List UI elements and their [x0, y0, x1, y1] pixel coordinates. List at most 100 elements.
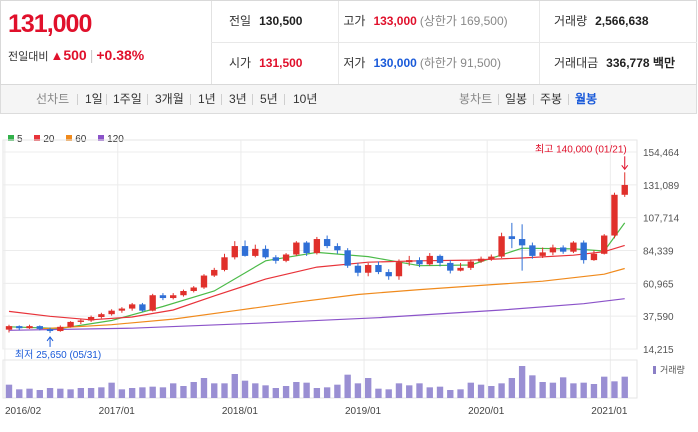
candle-body — [488, 256, 495, 259]
divider — [498, 94, 499, 105]
volume-bar — [36, 390, 43, 398]
volume-bar — [344, 374, 351, 398]
divider — [190, 94, 191, 105]
stat-low: 저가 130,000 (하한가 91,500) — [338, 43, 549, 84]
legend-swatch — [98, 135, 105, 141]
divider — [568, 94, 569, 105]
stat-amount: 거래대금 336,778 백만 — [539, 43, 698, 84]
volume-bar — [200, 378, 208, 398]
x-tick-label: 2018/01 — [222, 406, 259, 417]
volume-bar — [436, 386, 444, 398]
volume-bar — [559, 377, 567, 398]
candle-body — [262, 248, 269, 258]
candle-body — [118, 308, 126, 311]
period-3y-button[interactable]: 3년 — [229, 92, 247, 106]
volume-bar — [477, 384, 485, 398]
stat-value: 130,000 — [373, 56, 417, 70]
candlesticks — [5, 172, 628, 333]
period-1y-button[interactable]: 1년 — [198, 92, 216, 106]
candle-body — [518, 239, 526, 246]
period-3m-button[interactable]: 3개월 — [155, 92, 184, 106]
candle-body — [549, 247, 557, 253]
volume-bar — [539, 382, 546, 398]
stat-label: 거래대금 — [554, 56, 599, 70]
volume-bar — [334, 384, 341, 398]
date-axis: 2016/02 2017/01 2018/01 2019/01 2020/01 2021/… — [5, 406, 628, 417]
volume-bar — [406, 385, 413, 398]
stat-volume: 거래량 2,566,638 — [539, 1, 698, 42]
candle-body — [26, 326, 33, 329]
volume-bar — [508, 378, 516, 398]
period-10y-button[interactable]: 10년 — [293, 92, 318, 106]
candle-body — [334, 246, 341, 251]
change-amount: 500 — [63, 47, 87, 63]
stat-label: 시가 — [229, 56, 252, 70]
y-tick-label: 84,339 — [643, 247, 674, 258]
period-1w-button[interactable]: 1주일 — [113, 92, 142, 106]
price-axis: 154,464 131,089 107,714 84,339 60,965 37,590 1… — [643, 148, 685, 375]
candle-body — [282, 254, 290, 261]
divider — [284, 94, 285, 105]
low-arrow-head — [46, 336, 54, 342]
volume-bar — [580, 382, 587, 398]
volume-bar — [590, 384, 598, 398]
chart-grid — [2, 139, 638, 399]
period-5y-button[interactable]: 5년 — [260, 92, 278, 106]
stat-label: 저가 — [343, 56, 366, 70]
volume-bar — [118, 389, 126, 398]
candle-body — [128, 304, 136, 309]
candle-body — [436, 255, 444, 263]
volume-bar — [190, 382, 197, 398]
stat-value: 130,500 — [259, 14, 303, 28]
candle-body — [159, 295, 167, 299]
volume-bar — [549, 382, 557, 398]
candle-weekly-button[interactable]: 주봉 — [540, 92, 563, 106]
volume-bar — [170, 383, 177, 398]
volume-bar — [518, 366, 526, 398]
volume-bar — [323, 387, 331, 398]
candle-body — [498, 236, 505, 257]
candle-body — [354, 265, 362, 273]
line-chart-label: 선차트 — [36, 92, 70, 106]
candle-body — [601, 235, 608, 254]
candle-body — [211, 269, 218, 276]
ma120-line — [8, 298, 625, 331]
stat-high: 고가 133,000 (상한가 169,500) — [338, 1, 549, 42]
candle-body — [139, 304, 146, 311]
volume-bar — [395, 383, 403, 398]
volume-bar — [231, 374, 238, 398]
candle-body — [241, 246, 249, 256]
stock-chart[interactable]: 154,464 131,089 107,714 84,339 60,965 37,590 1… — [0, 132, 698, 432]
volume-bar — [457, 389, 464, 398]
candle-body — [447, 262, 454, 271]
high-arrow-head — [621, 165, 629, 171]
candle-daily-button[interactable]: 일봉 — [505, 92, 528, 106]
volume-bar — [375, 388, 382, 398]
candle-body — [395, 262, 403, 277]
candle-body — [323, 239, 331, 247]
candle-body — [190, 287, 197, 292]
period-1d-button[interactable]: 1일 — [85, 92, 103, 106]
stats-row-2: 시가 131,500 저가 130,000 (하한가 91,500) 거래대금 336,… — [211, 43, 697, 84]
volume-bar — [621, 376, 628, 398]
divider — [106, 94, 107, 105]
volume-bar — [241, 380, 249, 398]
candle-body — [559, 247, 567, 252]
candle-body — [231, 246, 238, 258]
volume-bar — [426, 387, 433, 398]
volume-bar — [303, 382, 310, 398]
volume-bar — [5, 384, 13, 398]
candle-body — [508, 236, 516, 240]
candle-body — [5, 326, 13, 330]
candle-body — [149, 295, 156, 311]
high-annotation: 최고 140,000 (01/21) — [535, 143, 627, 155]
x-tick-label: 2017/01 — [99, 406, 136, 417]
legend-swatch — [34, 135, 41, 141]
change-percent: +0.38% — [96, 47, 145, 63]
annotations: 최고 140,000 (01/21) 최저 25,650 (05/31) — [15, 143, 629, 361]
candle-body — [477, 258, 485, 262]
volume-bar — [364, 378, 372, 398]
price-change: 전일대비 ▲500 | +0.38% — [8, 47, 144, 64]
candle-monthly-button[interactable]: 월봉 — [575, 92, 598, 106]
divider — [147, 94, 148, 105]
